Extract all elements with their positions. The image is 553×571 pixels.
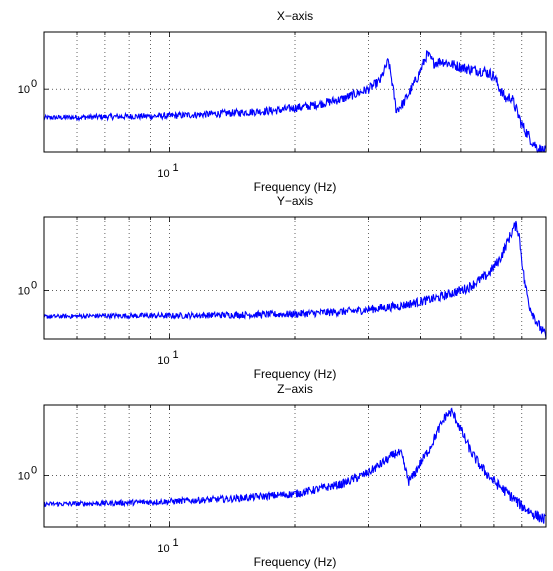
x-axis-label: Frequency (Hz) [254,367,337,381]
y-tick-label: 10 [18,470,30,482]
x-tick-label: 10 [157,543,169,555]
x-tick-label-exponent: 1 [173,537,179,549]
x-tick-label: 10 [157,355,169,367]
y-tick-label: 10 [18,84,30,96]
x-axis-label: Frequency (Hz) [254,180,337,194]
x-tick-label-exponent: 1 [173,162,179,174]
series-line [43,407,547,524]
y-tick-label: 10 [18,285,30,297]
x-axis-label: Frequency (Hz) [254,555,337,569]
series-line [43,50,547,154]
subplot-title: Y−axis [277,194,313,208]
series-line [43,220,547,340]
y-tick-label-exponent: 0 [31,78,37,90]
y-tick-label-exponent: 0 [31,279,37,291]
x-tick-label: 10 [157,168,169,180]
subplot-title: X−axis [277,9,313,23]
x-tick-label-exponent: 1 [173,349,179,361]
y-tick-label-exponent: 0 [31,464,37,476]
subplot-title: Z−axis [277,382,313,396]
